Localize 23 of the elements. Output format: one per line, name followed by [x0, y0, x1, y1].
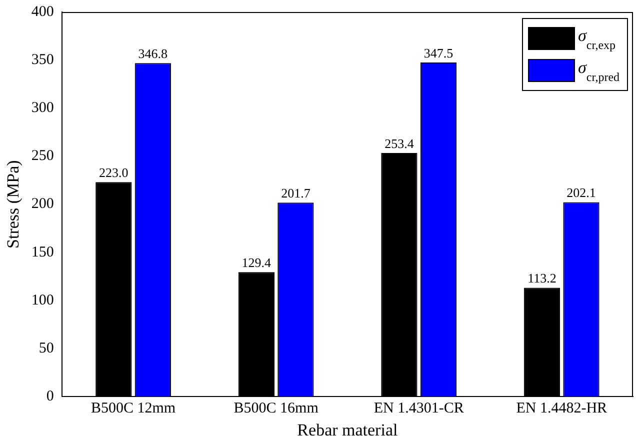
x-tick-label: EN 1.4301-CR	[374, 400, 464, 417]
y-tick-label: 200	[31, 196, 54, 212]
y-tick-label: 400	[31, 4, 54, 20]
x-tick-label: EN 1.4482-HR	[516, 400, 608, 417]
data-label: 129.4	[242, 255, 272, 270]
y-tick-label: 250	[31, 148, 54, 164]
x-tick-label: B500C 12mm	[90, 400, 176, 417]
y-tick-label: 150	[31, 244, 54, 260]
data-label: 347.5	[424, 45, 454, 60]
y-tick-label: 50	[38, 340, 54, 356]
x-axis-title: Rebar material	[297, 420, 398, 440]
data-label: 202.1	[566, 185, 596, 200]
y-tick-label: 0	[46, 388, 54, 405]
x-tick-label: B500C 16mm	[234, 400, 319, 417]
data-label: 201.7	[281, 186, 311, 201]
data-label: 346.8	[138, 46, 168, 62]
y-tick-label: 350	[31, 52, 54, 68]
y-tick-label: 300	[31, 100, 54, 116]
data-label: 253.4	[384, 136, 414, 151]
y-tick-label: 100	[31, 292, 54, 308]
y-axis-title: Stress (MPa)	[4, 160, 23, 248]
data-label: 223.0	[99, 165, 128, 180]
data-label: 113.2	[528, 270, 556, 286]
